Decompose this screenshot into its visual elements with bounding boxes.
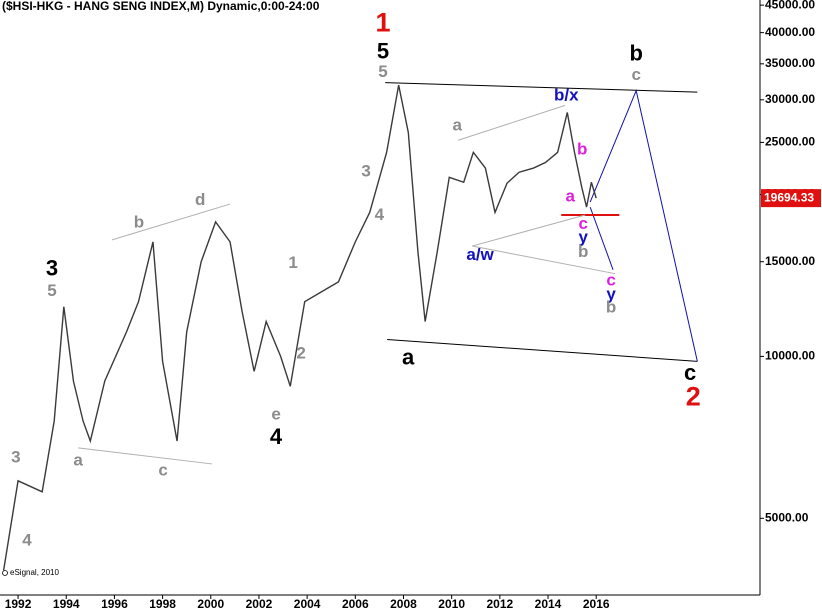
wave-label: y	[606, 285, 616, 304]
wave-label: b	[577, 139, 587, 158]
wave-label: y	[578, 228, 588, 247]
x-tick-label: 1992	[5, 597, 32, 611]
x-tick-label: 2006	[342, 597, 369, 611]
last-price-label: 19694.33	[764, 190, 814, 204]
y-tick-label: 45000.00	[765, 0, 815, 11]
wave-label: a	[402, 344, 415, 369]
x-tick-label: 2000	[197, 597, 224, 611]
wave-label: e	[271, 405, 280, 424]
wave-label: c	[684, 360, 696, 385]
wave-label: 2	[296, 344, 305, 363]
y-tick-label: 35000.00	[765, 56, 815, 70]
x-tick-label: 2014	[535, 597, 562, 611]
trendline	[589, 206, 614, 270]
x-tick-label: 2012	[486, 597, 513, 611]
y-tick-label: 40000.00	[765, 25, 815, 39]
wave-label: c	[158, 461, 167, 480]
wave-label: a	[73, 450, 83, 469]
y-tick-label: 30000.00	[765, 92, 815, 106]
trendline	[458, 104, 566, 141]
wave-label: 3	[46, 255, 58, 280]
wave-label: 4	[270, 424, 283, 449]
wave-label: 2	[686, 381, 701, 411]
last-price-box	[761, 189, 821, 208]
wave-label: a	[565, 186, 575, 205]
x-tick-label: 1996	[101, 597, 128, 611]
trendline	[77, 447, 213, 465]
wave-label: 3	[361, 162, 370, 181]
trendline	[472, 214, 586, 247]
copyright-mark	[2, 570, 8, 576]
x-tick-label: 2004	[294, 597, 321, 611]
wave-label: 5	[378, 62, 387, 81]
wave-label: 5	[47, 281, 56, 300]
x-tick-label: 2016	[583, 597, 610, 611]
x-tick-label: 1994	[53, 597, 80, 611]
wave-label: b	[629, 40, 642, 65]
footnote: eSignal, 2010	[10, 568, 59, 577]
y-tick-label: 10000.00	[765, 349, 815, 363]
y-tick-label: 15000.00	[765, 254, 815, 268]
trendline	[387, 339, 698, 362]
wave-label: 1	[375, 8, 390, 38]
wave-label: c	[606, 271, 615, 290]
wave-label: b	[606, 298, 616, 317]
wave-label: 4	[375, 205, 385, 224]
x-tick-label: 2008	[390, 597, 417, 611]
wave-label: 3	[11, 448, 20, 467]
x-tick-label: 2002	[246, 597, 273, 611]
trendline	[472, 245, 616, 275]
trendline	[385, 82, 698, 93]
wave-label: d	[195, 190, 205, 209]
x-tick-label: 1998	[149, 597, 176, 611]
y-tick-label: 25000.00	[765, 135, 815, 149]
trendline	[589, 89, 698, 362]
wave-label: b	[578, 242, 588, 261]
wave-label: 4	[22, 530, 32, 549]
price-line	[2, 84, 597, 571]
wave-label: 1	[288, 253, 297, 272]
x-tick-label: 2010	[438, 597, 465, 611]
wave-label: c	[631, 65, 640, 84]
wave-label: b/x	[554, 85, 579, 104]
wave-label: 5	[377, 39, 389, 64]
wave-label: a/w	[466, 245, 494, 264]
trendline	[111, 203, 231, 241]
wave-label: c	[578, 214, 587, 233]
wave-label: b	[134, 213, 144, 232]
wave-label: a	[452, 116, 462, 135]
chart-title: ($HSI-HKG - HANG SENG INDEX,M) Dynamic,0…	[2, 0, 320, 13]
y-tick-label: 5000.00	[765, 510, 809, 524]
